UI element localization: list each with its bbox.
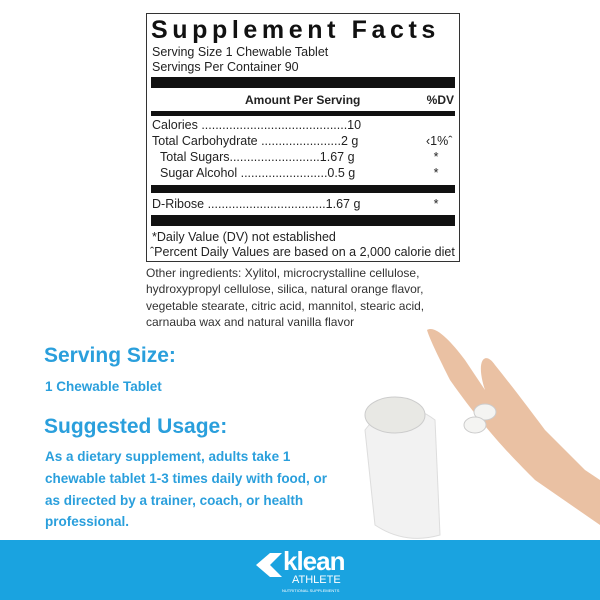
product-hand-image <box>364 329 600 539</box>
facts-title: Supplement Facts <box>151 16 440 44</box>
tablet <box>473 403 497 421</box>
serving-size-text: 1 Chewable Tablet <box>45 379 162 394</box>
footnote: *Daily Value (DV) not established <box>152 230 336 244</box>
dv-header: %DV <box>426 93 454 107</box>
serving-size: Serving Size 1 Chewable Tablet <box>152 45 329 59</box>
klean-chevron-logo-icon <box>256 553 282 577</box>
brand-tagline: NUTRITIONAL SUPPLEMENTS <box>282 588 340 593</box>
facts-row: Total Carbohydrate .....................… <box>152 134 453 148</box>
brand-name: klean <box>283 546 345 576</box>
other-ingredients: Other ingredients: Xylitol, microcrystal… <box>146 266 425 329</box>
facts-row: Total Sugars..........................1.… <box>160 150 439 164</box>
suggested-usage-text: As a dietary supplement, adults take 1 c… <box>45 449 328 530</box>
divider <box>151 111 455 116</box>
footer-banner: klean ATHLETE NUTRITIONAL SUPPLEMENTS <box>0 540 600 600</box>
serving-size-heading: Serving Size: <box>44 344 176 367</box>
facts-row: Calories ...............................… <box>152 118 362 132</box>
facts-row: Sugar Alcohol .........................0… <box>160 166 439 180</box>
facts-row: D-Ribose ...............................… <box>152 197 439 211</box>
brand-sub: ATHLETE <box>292 574 341 586</box>
tablet <box>463 416 487 434</box>
amount-header: Amount Per Serving <box>245 93 361 107</box>
divider <box>151 77 455 88</box>
divider <box>151 185 455 193</box>
servings-per-container: Servings Per Container 90 <box>152 60 299 74</box>
divider <box>151 215 455 226</box>
supplement-facts-panel: Supplement Facts Serving Size 1 Chewable… <box>146 13 460 262</box>
footnote: ˆPercent Daily Values are based on a 2,0… <box>150 245 455 259</box>
suggested-usage-heading: Suggested Usage: <box>44 415 228 438</box>
